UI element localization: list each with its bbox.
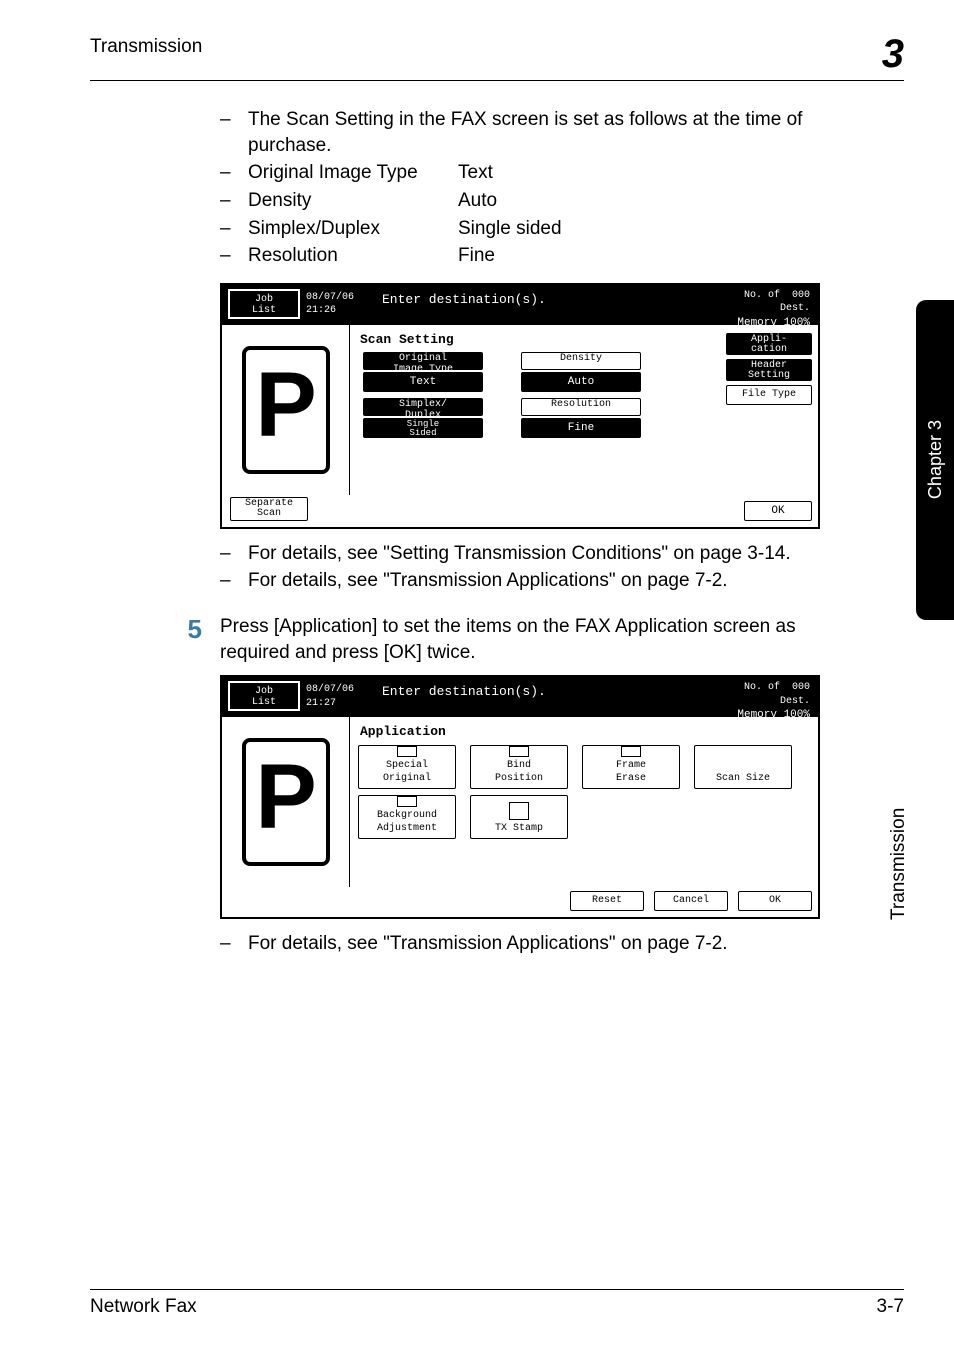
setting-value: Auto	[458, 190, 497, 211]
file-type-button[interactable]: File Type	[726, 385, 812, 405]
fax-application-panel: Job List 08/07/0621:27 Enter destination…	[220, 675, 820, 919]
chapter-tab-label: Chapter 3	[925, 414, 946, 505]
refs-list-1: –For details, see "Setting Transmission …	[220, 541, 840, 594]
ref-line: For details, see "Transmission Applicati…	[248, 931, 840, 957]
density-value[interactable]: Auto	[521, 372, 641, 392]
chapter-tab: Chapter 3 Transmission	[916, 300, 954, 620]
section-title: Application	[360, 723, 812, 741]
density-label: Density	[521, 352, 641, 370]
ref-line: For details, see "Setting Transmission C…	[248, 541, 840, 567]
header-setting-button[interactable]: Header Setting	[726, 359, 812, 381]
simplex-duplex-value[interactable]: Single Sided	[363, 418, 483, 438]
header-chapter-number: 3	[882, 34, 904, 74]
doc-orientation-icon: P	[222, 717, 350, 887]
body-content: –The Scan Setting in the FAX screen is s…	[220, 107, 840, 594]
enter-destination-prompt: Enter destination(s).	[376, 285, 698, 325]
reset-button[interactable]: Reset	[570, 891, 644, 911]
fax-status: No. of 000 Dest. Memory 100%	[698, 285, 818, 325]
enter-destination-prompt: Enter destination(s).	[376, 677, 698, 717]
tx-stamp-button[interactable]: TX Stamp	[470, 795, 568, 839]
job-list-button[interactable]: Job List	[228, 289, 300, 319]
fax-status: No. of 000 Dest. Memory 100%	[698, 677, 818, 717]
orig-image-type-value[interactable]: Text	[363, 372, 483, 392]
orig-image-type-label: Original Image Type	[363, 352, 483, 370]
footer-left: Network Fax	[90, 1296, 197, 1318]
ref-line: For details, see "Transmission Applicati…	[248, 568, 840, 594]
background-adjust-button[interactable]: Background Adjustment	[358, 795, 456, 839]
footer-right: 3-7	[877, 1296, 904, 1318]
fax-topbar: Job List 08/07/0621:27 Enter destination…	[222, 677, 818, 717]
letter-icon	[509, 746, 529, 757]
cancel-button[interactable]: Cancel	[654, 891, 728, 911]
page-footer: Network Fax 3-7	[90, 1289, 904, 1318]
setting-key: Simplex/Duplex	[248, 216, 458, 242]
setting-key: Density	[248, 188, 458, 214]
header-section: Transmission	[90, 36, 202, 58]
letter-icon	[397, 796, 417, 807]
fax-datetime: 08/07/0621:26	[306, 285, 376, 325]
fax-topbar: Job List 08/07/0621:26 Enter destination…	[222, 285, 818, 325]
fax-scan-setting-panel: Job List 08/07/0621:26 Enter destination…	[220, 283, 820, 529]
doc-icon	[397, 746, 417, 757]
fax-datetime: 08/07/0621:27	[306, 677, 376, 717]
doc-orientation-icon: P	[222, 325, 350, 495]
svg-text:P: P	[255, 354, 316, 456]
resolution-label: Resolution	[521, 398, 641, 416]
setting-key: Resolution	[248, 243, 458, 269]
special-original-button[interactable]: Special Original	[358, 745, 456, 789]
refs-list-2: –For details, see "Transmission Applicat…	[220, 931, 840, 957]
step-text: Press [Application] to set the items on …	[220, 614, 840, 665]
scan-size-button[interactable]: Scan Size	[694, 745, 792, 789]
ok-button[interactable]: OK	[738, 891, 812, 911]
frame-erase-button[interactable]: Frame Erase	[582, 745, 680, 789]
svg-text:P: P	[255, 746, 316, 848]
intro-list: –The Scan Setting in the FAX screen is s…	[220, 107, 840, 269]
simplex-duplex-label: Simplex/ Duplex	[363, 398, 483, 416]
step-number: 5	[180, 614, 220, 971]
page-header: Transmission 3	[90, 36, 904, 81]
resolution-value[interactable]: Fine	[521, 418, 641, 438]
letter-icon	[621, 746, 641, 757]
setting-key: Original Image Type	[248, 160, 458, 186]
setting-value: Fine	[458, 245, 495, 266]
application-button[interactable]: Appli- cation	[726, 333, 812, 355]
setting-value: Single sided	[458, 218, 562, 239]
chapter-tab-section: Transmission	[888, 660, 910, 920]
bind-position-button[interactable]: Bind Position	[470, 745, 568, 789]
stamp-icon	[509, 802, 529, 820]
job-list-button[interactable]: Job List	[228, 681, 300, 711]
ok-button[interactable]: OK	[744, 501, 812, 521]
separate-scan-button[interactable]: Separate Scan	[230, 497, 308, 521]
intro-lead: The Scan Setting in the FAX screen is se…	[248, 107, 840, 158]
setting-value: Text	[458, 162, 493, 183]
